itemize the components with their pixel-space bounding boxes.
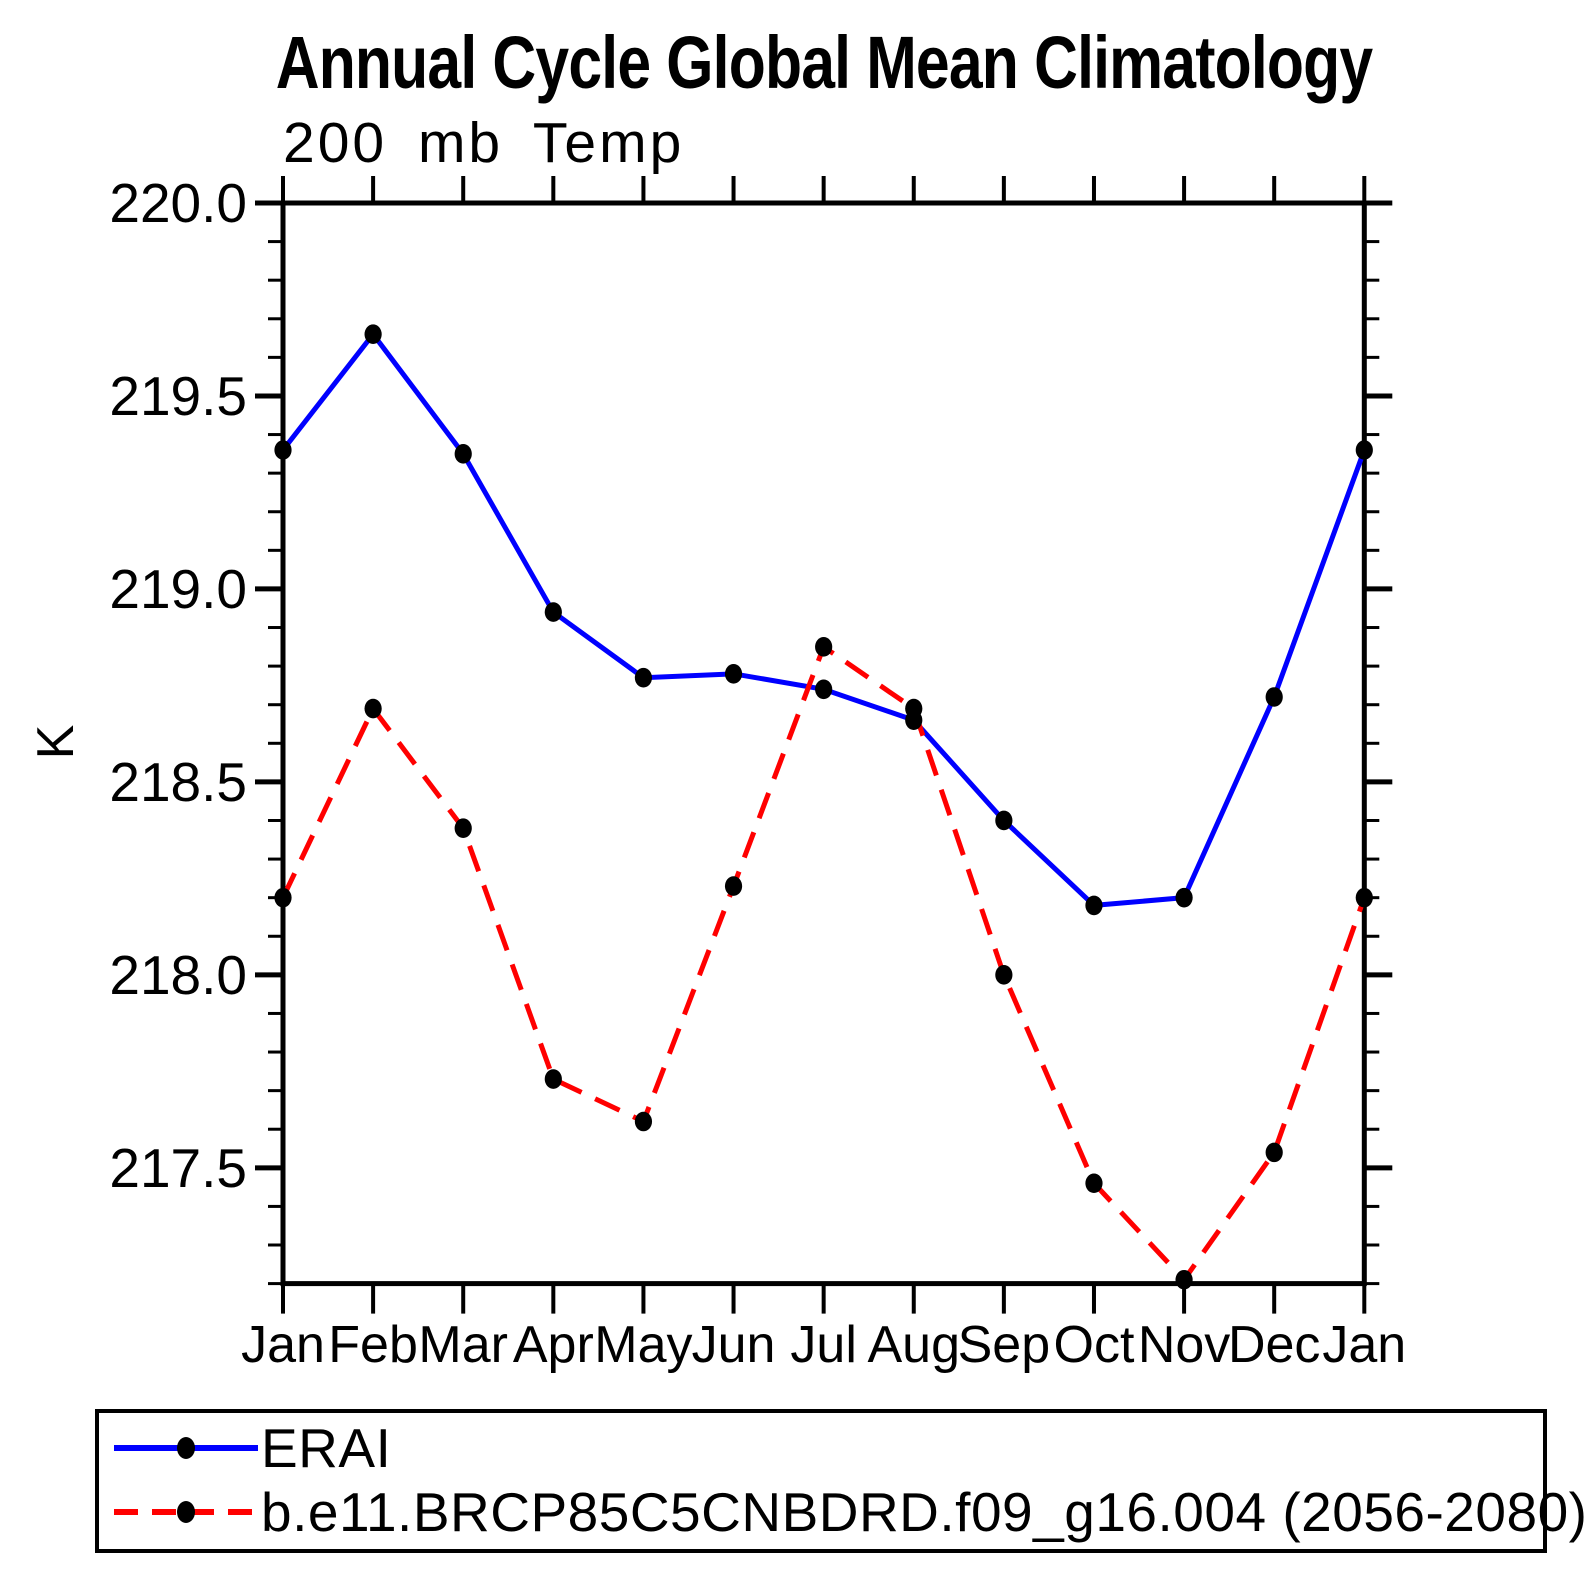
data-point-marker: [1355, 887, 1373, 908]
legend-item-erai: ERAI: [111, 1417, 391, 1479]
x-axis-tick-label: Oct: [1054, 1316, 1135, 1374]
x-axis-tick-label: Mar: [418, 1316, 508, 1374]
legend: ERAI b.e11.BRCP85C5CNBDRD.f09_g16.004 (2…: [95, 1409, 1587, 1553]
series-line-erai: [281, 330, 1367, 908]
x-axis-tick-label: Sep: [958, 1316, 1051, 1374]
chart-title: Annual Cycle Global Mean Climatology: [275, 21, 1373, 104]
legend-label: b.e11.BRCP85C5CNBDRD.f09_g16.004 (2056-2…: [261, 1481, 1588, 1543]
data-point-marker: [815, 679, 833, 700]
x-axis-tick-label: Nov: [1138, 1316, 1230, 1374]
data-point-marker: [274, 887, 292, 908]
legend-sample-erai: [114, 1437, 258, 1459]
x-axis-tick-label: Feb: [328, 1316, 418, 1374]
y-axis-tick-label: 218.5: [109, 751, 247, 813]
legend-label: ERAI: [261, 1417, 392, 1479]
data-point-marker: [905, 698, 923, 719]
data-point-marker: [995, 965, 1013, 985]
data-point-marker: [1265, 1142, 1283, 1163]
data-point-marker: [544, 602, 562, 622]
data-point-marker: [364, 324, 382, 345]
data-point-marker: [1265, 687, 1283, 707]
x-axis-tick-label: Jul: [790, 1316, 856, 1374]
data-point-marker: [1175, 1269, 1193, 1290]
x-axis-tick-label: Jan: [1322, 1316, 1406, 1374]
series-line-model: [280, 642, 1367, 1284]
data-point-marker: [724, 876, 743, 896]
legend-sample-model: [114, 1501, 258, 1523]
data-point-marker: [454, 818, 472, 839]
data-point-marker: [454, 444, 472, 464]
y-axis-tick-label: 218.0: [109, 944, 247, 1006]
x-axis-tick-label: Jan: [241, 1316, 325, 1374]
x-axis-tick-label: May: [594, 1316, 692, 1374]
x-axis-tick-label: Apr: [513, 1316, 594, 1374]
legend-item-model: b.e11.BRCP85C5CNBDRD.f09_g16.004 (2056-2…: [111, 1481, 1587, 1543]
data-point-marker: [1085, 895, 1103, 916]
legend-marker-icon: [177, 1437, 195, 1459]
y-axis-tick-label: 219.5: [109, 365, 247, 427]
data-point-marker: [815, 637, 833, 657]
y-axis-tick-label: 217.5: [109, 1137, 247, 1199]
data-point-marker: [1085, 1173, 1103, 1194]
data-point-marker: [1355, 440, 1373, 460]
data-point-marker: [364, 698, 382, 719]
y-axis-tick-label: 220.0: [109, 172, 247, 234]
x-axis-tick-label: Aug: [867, 1316, 960, 1374]
legend-marker-icon: [177, 1501, 195, 1523]
x-axis-tick-label: Jun: [692, 1316, 776, 1374]
data-point-marker: [724, 664, 743, 684]
data-point-marker: [634, 1111, 653, 1132]
data-point-marker: [1175, 887, 1193, 908]
data-point-marker: [544, 1069, 562, 1089]
data-point-marker: [274, 440, 292, 460]
chart-subtitle: 200 mb Temp: [283, 111, 685, 175]
data-point-marker: [995, 810, 1013, 831]
y-axis-tick-label: 219.0: [109, 558, 247, 620]
data-point-marker: [634, 667, 653, 688]
plot-frame: [280, 200, 1367, 1287]
x-axis-tick-label: Dec: [1228, 1316, 1320, 1374]
